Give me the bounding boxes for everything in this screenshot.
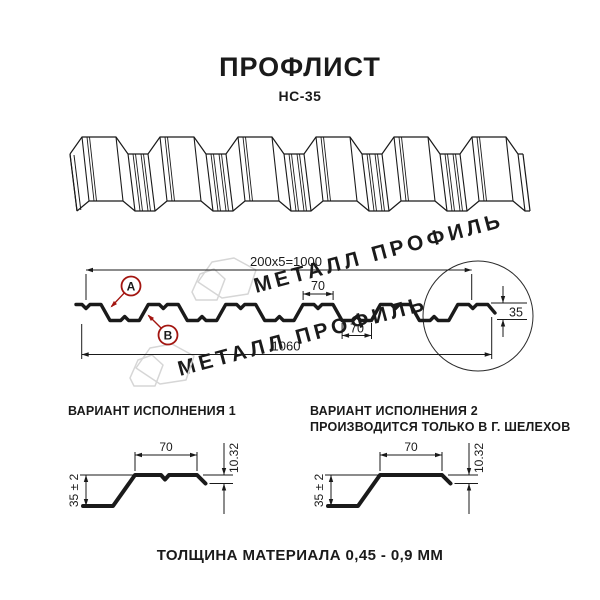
dim-total-bottom-label: 1060 xyxy=(272,339,301,354)
watermark-logo-icon xyxy=(135,343,195,385)
profile-model-subtitle: НС-35 xyxy=(278,88,322,104)
dim-total-top-label: 200x5=1000 xyxy=(250,254,322,269)
variant-dimension-labels: 70 10.32 35 ± 2 70 10.32 35 ± 2 xyxy=(67,440,486,507)
dim-height-label: 35 xyxy=(509,306,523,320)
callout-b-circle xyxy=(157,324,179,346)
variant2-lip-label: 10.32 xyxy=(472,443,486,473)
page-title: ПРОФЛИСТ xyxy=(219,52,381,82)
dimension-labels: 200x5=1000 70 70 1060 35 xyxy=(250,254,523,354)
dimension-lines xyxy=(81,267,527,359)
dim-crest-width-label: 70 xyxy=(311,279,325,293)
sheet-outline-path xyxy=(69,136,523,155)
variant-drawings xyxy=(80,443,478,514)
variant1-height-label: 35 ± 2 xyxy=(67,474,81,508)
watermark-logo-icon xyxy=(197,257,257,299)
dim-valley-width-label: 70 xyxy=(350,322,364,336)
watermark: МЕТАЛЛ ПРОФИЛЬ МЕТАЛЛ ПРОФИЛЬ xyxy=(129,209,506,387)
sheet-3d-drawing xyxy=(69,136,531,212)
callout-b-label: В xyxy=(164,329,173,343)
detail-circle xyxy=(422,260,534,372)
variant2-title-line2: ПРОИЗВОДИТСЯ ТОЛЬКО В Г. ШЕЛЕХОВ xyxy=(310,419,571,434)
callouts: А В xyxy=(110,275,179,346)
variant2-title-line1: ВАРИАНТ ИСПОЛНЕНИЯ 2 xyxy=(310,404,478,418)
variant-profile-path xyxy=(81,473,208,508)
variant1-width-label: 70 xyxy=(159,440,173,454)
profile-path xyxy=(74,302,497,323)
callout-a-circle xyxy=(120,275,142,297)
variant1-lip-label: 10.32 xyxy=(227,443,241,473)
variant2-title: ВАРИАНТ ИСПОЛНЕНИЯ 2 ПРОИЗВОДИТСЯ ТОЛЬКО… xyxy=(310,404,570,435)
variant-profile-path xyxy=(326,473,453,508)
material-thickness-note: ТОЛЩИНА МАТЕРИАЛА 0,45 - 0,9 ММ xyxy=(156,547,444,564)
variant1-title: ВАРИАНТ ИСПОЛНЕНИЯ 1 xyxy=(68,404,236,418)
callout-a-label: А xyxy=(127,280,136,294)
variant2-height-label: 35 ± 2 xyxy=(312,474,326,508)
cross-section-drawing xyxy=(74,260,534,372)
variant2-width-label: 70 xyxy=(404,440,418,454)
